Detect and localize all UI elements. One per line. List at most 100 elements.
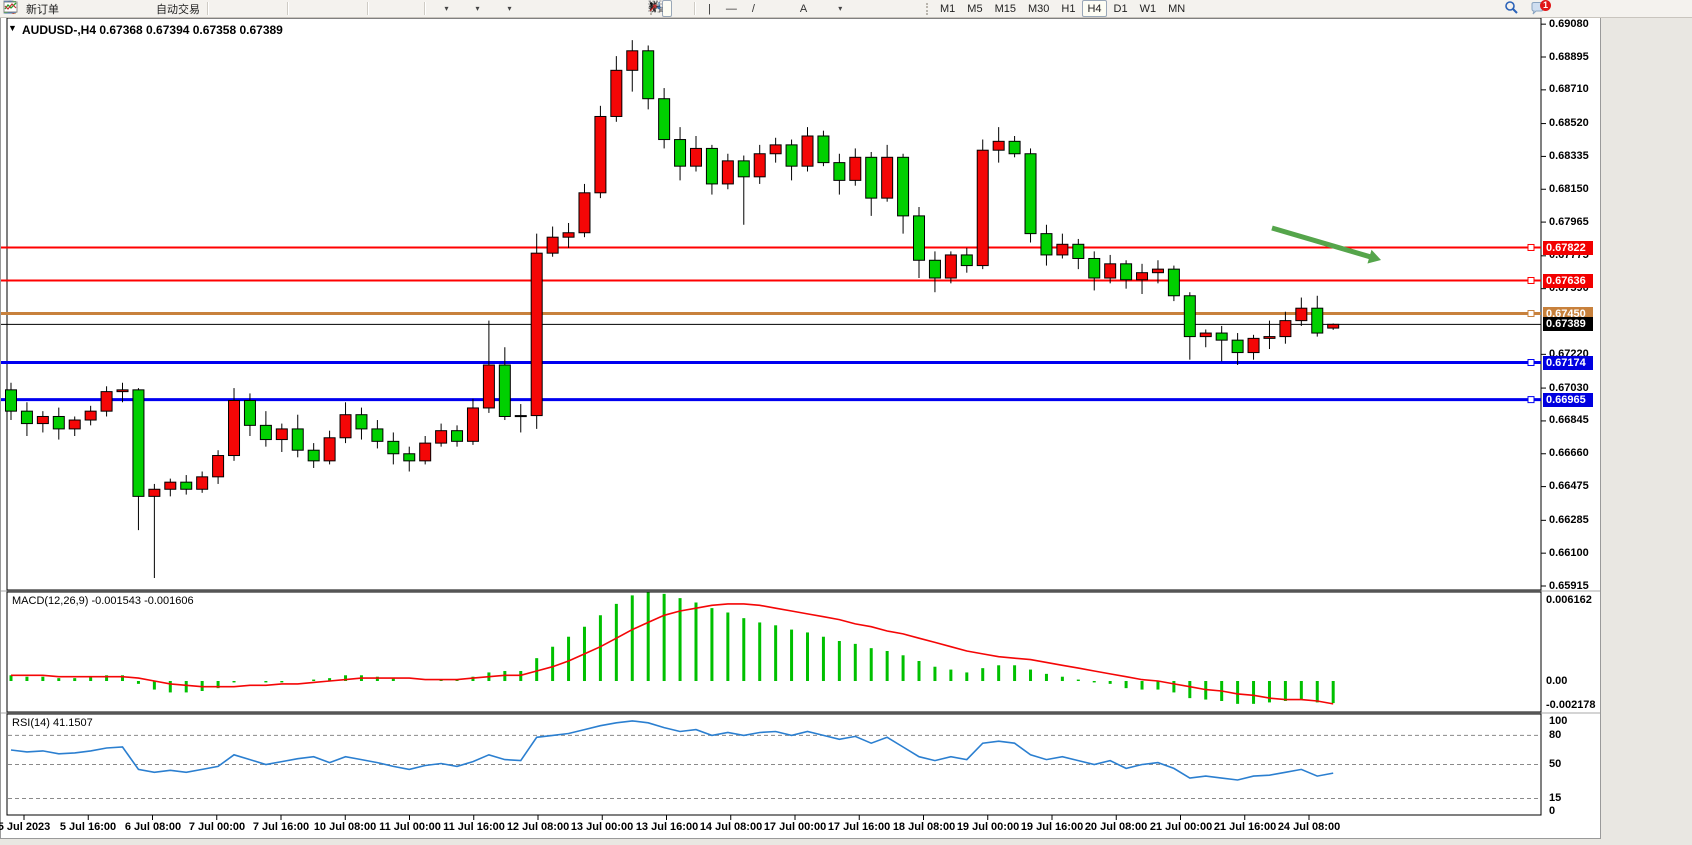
candle-bull[interactable]: [100, 391, 113, 412]
new-order-button[interactable]: 新订单: [26, 3, 59, 16]
candle-bear[interactable]: [1008, 140, 1021, 155]
chart-shift-icon[interactable]: [3, 1, 417, 16]
candle-bear[interactable]: [307, 449, 320, 462]
zoom-in-icon[interactable]: [4, 1, 314, 16]
text-label-icon[interactable]: T: [648, 0, 827, 17]
zoom-out-icon[interactable]: [4, 1, 337, 16]
candle-bear[interactable]: [1231, 339, 1244, 354]
candle-bear[interactable]: [674, 139, 687, 167]
candle-bull[interactable]: [435, 430, 448, 444]
candle-bull[interactable]: [610, 69, 623, 117]
candle-bear[interactable]: [132, 389, 145, 497]
candle-bull[interactable]: [116, 389, 129, 393]
chevron-down-icon[interactable]: ▼: [8, 23, 17, 33]
candle-bull[interactable]: [68, 419, 81, 430]
expert-icon[interactable]: [4, 1, 105, 16]
candle-bull[interactable]: [228, 400, 241, 457]
candle-bull[interactable]: [482, 364, 495, 409]
candle-bear[interactable]: [865, 156, 878, 199]
timeframe-button-d1[interactable]: D1: [1113, 2, 1128, 15]
candle-bull[interactable]: [419, 442, 432, 462]
arrows-icon[interactable]: ▾: [649, 0, 847, 17]
candle-bear[interactable]: [498, 364, 511, 417]
candle-bull[interactable]: [1263, 336, 1276, 339]
candle-bull[interactable]: [578, 192, 591, 234]
candle-bull[interactable]: [1136, 272, 1149, 281]
candle-bear[interactable]: [1088, 257, 1101, 279]
candle-bull[interactable]: [881, 156, 894, 199]
candle-bull[interactable]: [976, 149, 989, 267]
price-panel[interactable]: [6, 17, 1542, 591]
candle-bear[interactable]: [371, 428, 384, 442]
candle-bull[interactable]: [626, 50, 639, 71]
candle-bull[interactable]: [1327, 323, 1340, 329]
candle-bull[interactable]: [849, 156, 862, 181]
candle-bear[interactable]: [642, 50, 655, 100]
horizontal-line-icon[interactable]: —: [725, 2, 737, 15]
candle-bull[interactable]: [944, 254, 957, 279]
channel-icon[interactable]: E: [648, 0, 775, 17]
candle-bear[interactable]: [1183, 295, 1196, 338]
candle-bear[interactable]: [817, 135, 830, 164]
candle-bull[interactable]: [148, 488, 161, 497]
candle-bear[interactable]: [387, 440, 400, 455]
timeframe-button-h4[interactable]: H4: [1082, 0, 1107, 17]
candle-bull[interactable]: [562, 232, 575, 238]
candle-bear[interactable]: [1024, 153, 1037, 235]
fibonacci-icon[interactable]: F: [649, 0, 790, 17]
candle-bull[interactable]: [1295, 307, 1308, 322]
candle-bear[interactable]: [180, 481, 193, 490]
candle-bull[interactable]: [212, 455, 225, 478]
candle-bull[interactable]: [801, 135, 814, 167]
auto-trading-icon[interactable]: [3, 1, 151, 16]
highlight-icon[interactable]: [4, 1, 82, 16]
annotation-arrow[interactable]: [1271, 225, 1373, 260]
line-end-marker[interactable]: [1527, 396, 1535, 404]
timeframe-button-m30[interactable]: M30: [1027, 2, 1050, 15]
annotation-arrowhead[interactable]: [1367, 249, 1382, 264]
candle-bull[interactable]: [196, 476, 209, 490]
candle-bull[interactable]: [323, 437, 336, 462]
candle-bear[interactable]: [1120, 263, 1133, 281]
tile-windows-icon[interactable]: [4, 1, 360, 16]
trendline-icon[interactable]: /: [751, 2, 755, 15]
crosshair-icon[interactable]: [649, 0, 687, 17]
candle-bear[interactable]: [52, 415, 65, 430]
candle-bull[interactable]: [84, 410, 97, 421]
candle-bear[interactable]: [259, 424, 272, 441]
candle-bear[interactable]: [403, 453, 416, 462]
period-clock-icon[interactable]: ▾: [3, 0, 490, 16]
chat-icon[interactable]: 1: [1530, 0, 1551, 16]
bar-chart-icon[interactable]: [4, 1, 234, 16]
candle-bull[interactable]: [1247, 337, 1260, 354]
candle-bear[interactable]: [897, 156, 910, 217]
candle-bull[interactable]: [1151, 268, 1164, 274]
candle-bull[interactable]: [992, 140, 1005, 151]
candle-bear[interactable]: [705, 147, 718, 185]
candle-bull[interactable]: [514, 415, 527, 418]
candle-bull[interactable]: [1056, 243, 1069, 256]
auto-trading-button[interactable]: 自动交易: [156, 3, 200, 16]
macd-panel[interactable]: [6, 591, 1542, 713]
candlestick-chart-icon[interactable]: [4, 1, 257, 16]
timeframe-button-m5[interactable]: M5: [967, 2, 983, 15]
candle-bull[interactable]: [275, 428, 288, 441]
candle-bull[interactable]: [753, 153, 766, 178]
auto-scroll-icon[interactable]: [3, 1, 394, 16]
candle-bull[interactable]: [546, 236, 559, 254]
timeframe-button-h1[interactable]: H1: [1061, 2, 1076, 15]
line-end-marker[interactable]: [1527, 276, 1535, 284]
candle-bear[interactable]: [5, 389, 17, 412]
candle-bear[interactable]: [291, 428, 304, 451]
line-end-marker[interactable]: [1527, 310, 1535, 318]
vertical-line-icon[interactable]: |: [708, 2, 711, 15]
timeframe-button-mn[interactable]: MN: [1168, 2, 1186, 15]
candle-bull[interactable]: [164, 481, 177, 490]
timeframe-button-m15[interactable]: M15: [994, 2, 1016, 15]
candle-bull[interactable]: [769, 144, 782, 155]
candle-bear[interactable]: [1072, 243, 1085, 259]
line-end-marker[interactable]: [1527, 359, 1535, 367]
candle-bear[interactable]: [913, 215, 926, 261]
candle-bear[interactable]: [658, 98, 671, 141]
